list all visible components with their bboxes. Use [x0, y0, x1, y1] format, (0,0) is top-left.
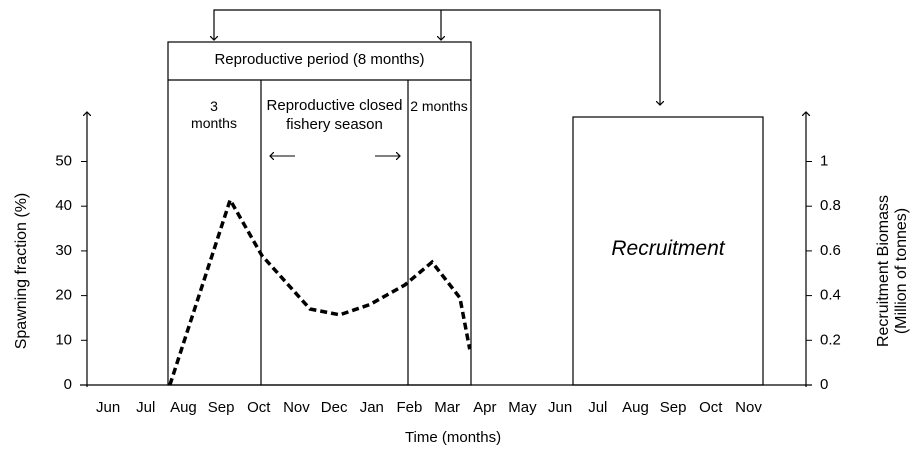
- y2-tick-label: 1: [820, 152, 828, 169]
- recruitment-label: Recruitment: [611, 237, 725, 260]
- x-tick-label: May: [508, 399, 537, 416]
- x-tick-label: Jun: [548, 399, 572, 416]
- x-tick-label: Nov: [735, 399, 762, 416]
- x-tick-label: Jul: [136, 399, 155, 416]
- x-tick-label: Jun: [96, 399, 120, 416]
- x-tick-label: Oct: [699, 399, 723, 416]
- y-axis-title: Spawning fraction (%): [13, 192, 30, 350]
- y-tick-label: 10: [55, 331, 72, 348]
- x-tick-label: Sep: [208, 399, 235, 416]
- y-tick-label: 30: [55, 242, 72, 259]
- x-tick-label: Aug: [622, 399, 649, 416]
- period-label: Reproductive period (8 months): [214, 51, 425, 68]
- y2-axis-title: Recruitment Biomass (Million of tonnes): [875, 194, 910, 348]
- spawning-line: [168, 195, 472, 386]
- y-tick-label: 20: [55, 287, 72, 304]
- x-tick-label: Dec: [321, 399, 348, 416]
- y2-tick-label: 0.2: [820, 331, 841, 348]
- phase-label: 3 months: [191, 98, 237, 131]
- x-tick-label: Aug: [170, 399, 197, 416]
- y2-tick-label: 0: [820, 376, 828, 393]
- x-tick-label: Mar: [434, 399, 460, 416]
- phase-label: 2 months: [410, 98, 468, 114]
- phase-label: Reproductive closed fishery season: [266, 97, 403, 133]
- y2-tick-label: 0.6: [820, 242, 841, 259]
- y-tick-label: 0: [64, 376, 72, 393]
- y2-tick-label: 0.4: [820, 287, 841, 304]
- x-tick-label: Nov: [283, 399, 310, 416]
- x-axis-title: Time (months): [405, 429, 501, 446]
- y-tick-label: 50: [55, 152, 72, 169]
- x-tick-label: Feb: [397, 399, 423, 416]
- y2-tick-label: 0.8: [820, 197, 841, 214]
- period-box: [167, 41, 472, 386]
- x-tick-label: Apr: [473, 399, 496, 416]
- x-tick-label: Jul: [588, 399, 607, 416]
- x-tick-label: Jan: [360, 399, 384, 416]
- y-tick-label: 40: [55, 197, 72, 214]
- x-tick-label: Sep: [660, 399, 687, 416]
- x-tick-label: Oct: [247, 399, 271, 416]
